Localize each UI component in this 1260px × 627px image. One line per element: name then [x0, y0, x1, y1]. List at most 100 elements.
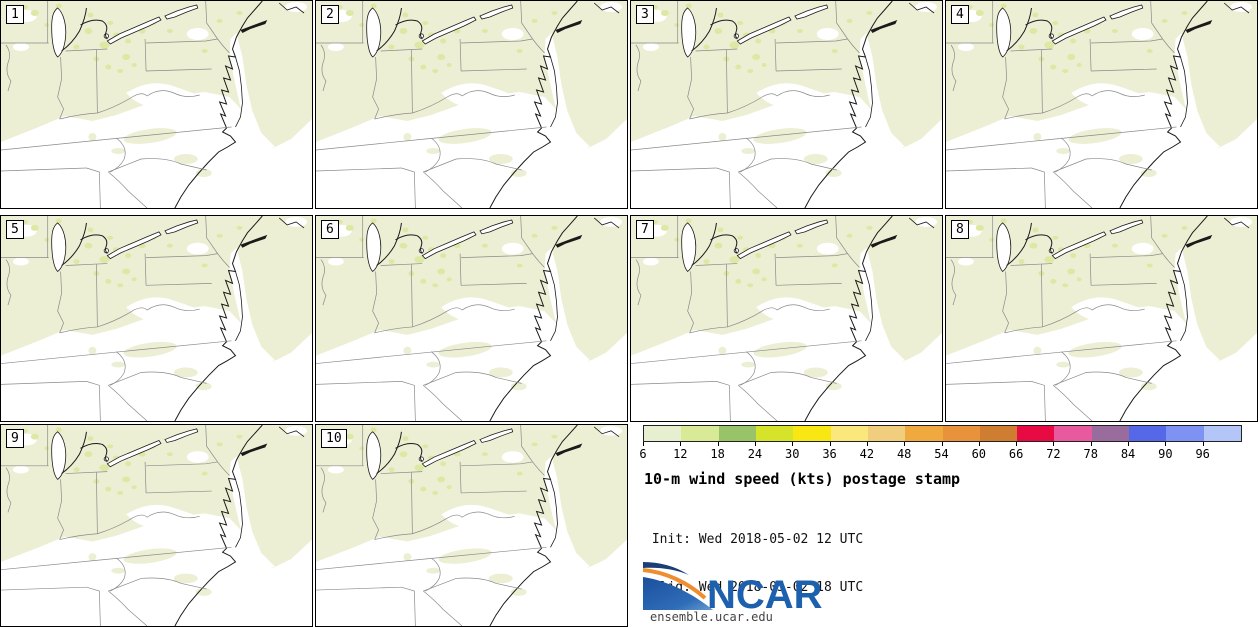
ncar-logo: NCAR: [642, 562, 863, 617]
panel-number-badge: 8: [951, 220, 969, 239]
colorbar-tick-label: 24: [747, 447, 763, 461]
wind-speed-map: [1, 1, 312, 208]
colorbar-ticks: [643, 442, 1240, 446]
panel-number: 8: [956, 222, 964, 237]
legend-block: 6 12 18 24 30 36 42 48 54 60 66 72 78 84 90 96 10-m win…: [630, 424, 1258, 627]
colorbar-segment: [1129, 426, 1167, 441]
colorbar-tick-label: 60: [971, 447, 987, 461]
wind-speed-map: [316, 425, 627, 626]
colorbar-tick: [1090, 442, 1092, 446]
colorbar-segment: [1091, 426, 1130, 441]
panel-number-badge: 9: [6, 429, 24, 448]
logo-orange-arc: [642, 568, 707, 600]
wind-speed-map: [1, 425, 312, 626]
colorbar-tick: [792, 442, 794, 446]
ensemble-panel[interactable]: 1: [0, 0, 313, 209]
colorbar-segment: [793, 426, 831, 441]
panel-number-badge: 3: [636, 5, 654, 24]
panel-number-badge: 5: [6, 220, 24, 239]
ensemble-panel[interactable]: 5: [0, 215, 313, 422]
panel-number: 5: [11, 222, 19, 237]
colorbar-tick-label: 90: [1158, 447, 1173, 461]
plot-title: 10-m wind speed (kts) postage stamp: [644, 470, 961, 488]
ensemble-panel[interactable]: 4: [945, 0, 1258, 209]
colorbar-tick-label: 66: [1008, 447, 1024, 461]
panel-number: 3: [641, 7, 649, 22]
logo-blue-swoosh: [643, 577, 713, 610]
colorbar-tick-label: 30: [785, 447, 800, 461]
colorbar-segment: [644, 426, 682, 441]
colorbar-tick-label: 42: [859, 447, 875, 461]
panel-number: 7: [641, 222, 649, 237]
wind-speed-map: [946, 216, 1257, 421]
colorbar-tick-label: 6: [639, 447, 647, 461]
colorbar-tick-label: 96: [1195, 447, 1210, 461]
colorbar-tick: [941, 442, 943, 446]
ensemble-panel[interactable]: 6: [315, 215, 628, 422]
panel-number-badge: 7: [636, 220, 654, 239]
wind-speed-colorbar: [643, 425, 1242, 442]
colorbar-tick: [866, 442, 868, 446]
wind-speed-map: [316, 216, 627, 421]
colorbar-segment: [1017, 426, 1055, 441]
panel-number: 10: [326, 431, 342, 446]
ensemble-panel[interactable]: 9: [0, 424, 313, 627]
colorbar-tick: [1128, 442, 1130, 446]
ensemble-panel[interactable]: 10: [315, 424, 628, 627]
ncar-logo-graphic: NCAR: [642, 562, 823, 617]
panel-number-badge: 2: [321, 5, 339, 24]
panel-number-badge: 1: [6, 5, 24, 24]
init-time: Init: Wed 2018-05-02 12 UTC: [644, 532, 864, 547]
colorbar-tick-label: 84: [1120, 447, 1136, 461]
logo-navy-wedge: [643, 562, 689, 575]
colorbar-segment: [1203, 426, 1241, 441]
panel-number-badge: 10: [321, 429, 347, 448]
wind-speed-map: [1, 216, 312, 421]
colorbar-segment: [681, 426, 719, 441]
colorbar-labels: 6 12 18 24 30 36 42 48 54 60 66 72 78 84 90 96: [639, 447, 1260, 461]
colorbar-segment: [718, 426, 756, 441]
ensemble-panel[interactable]: 3: [630, 0, 943, 209]
colorbar-tick: [680, 442, 682, 446]
colorbar-segment: [1054, 426, 1092, 441]
ensemble-panel[interactable]: 7: [630, 215, 943, 422]
colorbar-segment: [942, 426, 980, 441]
panel-number: 4: [956, 7, 964, 22]
colorbar-segment: [905, 426, 943, 441]
wind-speed-map: [946, 1, 1257, 208]
colorbar-tick: [904, 442, 906, 446]
colorbar-tick: [717, 442, 719, 446]
ensemble-panel[interactable]: 2: [315, 0, 628, 209]
panel-number: 2: [326, 7, 334, 22]
colorbar-tick-label: 54: [934, 447, 949, 461]
ensemble-panel[interactable]: 8: [945, 215, 1258, 422]
wind-speed-map: [316, 1, 627, 208]
colorbar-tick: [643, 442, 644, 446]
website-url: ensemble.ucar.edu: [650, 610, 773, 624]
panel-number: 6: [326, 222, 334, 237]
wind-speed-map: [631, 216, 942, 421]
colorbar-tick: [1016, 442, 1018, 446]
colorbar-tick-label: 18: [710, 447, 725, 461]
colorbar-segment: [1166, 426, 1204, 441]
wind-speed-map: [631, 1, 942, 208]
colorbar-tick: [1202, 442, 1204, 446]
colorbar-tick-label: 12: [673, 447, 688, 461]
logo-wordmark: NCAR: [707, 573, 823, 610]
colorbar-tick-label: 36: [822, 447, 837, 461]
panel-number: 9: [11, 431, 19, 446]
colorbar-segment: [755, 426, 794, 441]
colorbar-segment: [867, 426, 906, 441]
panel-number-badge: 4: [951, 5, 969, 24]
colorbar-tick-label: 78: [1083, 447, 1098, 461]
colorbar-tick: [829, 442, 831, 446]
colorbar-segment: [979, 426, 1018, 441]
colorbar-tick: [754, 442, 756, 446]
colorbar-tick-label: 48: [896, 447, 912, 461]
colorbar-segment: [830, 426, 868, 441]
panel-number: 1: [11, 7, 19, 22]
colorbar-tick: [1053, 442, 1055, 446]
colorbar-tick: [978, 442, 980, 446]
panel-number-badge: 6: [321, 220, 339, 239]
